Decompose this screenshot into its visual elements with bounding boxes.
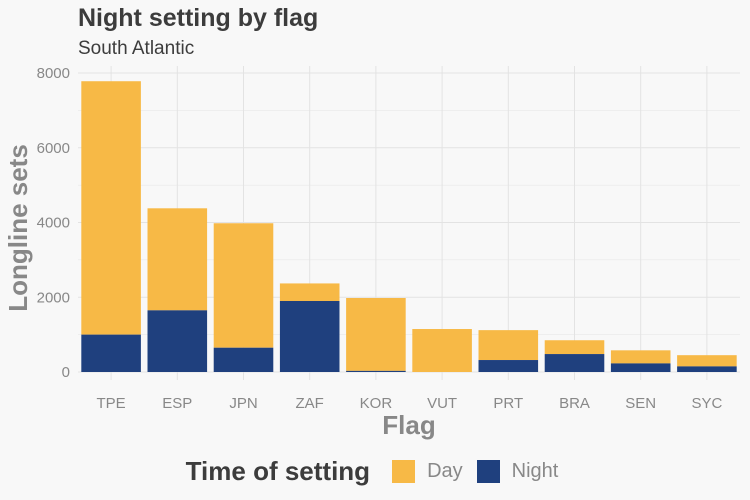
x-tick-label: ZAF [296, 395, 324, 412]
bar-day-esp [147, 208, 208, 311]
bar-night-bra [544, 354, 605, 372]
bar-night-esp [147, 310, 208, 372]
y-tick-label: 8000 [37, 65, 70, 82]
bar-night-syc [677, 366, 737, 372]
y-tick-label: 0 [62, 364, 70, 381]
legend-swatch-day [392, 460, 416, 483]
legend-item-night: Night [476, 460, 559, 483]
x-tick-label: SYC [691, 395, 722, 412]
y-tick-label: 2000 [37, 289, 70, 306]
x-tick-label: TPE [97, 395, 126, 412]
legend: Time of setting Day Night [0, 456, 750, 487]
y-tick-label: 4000 [37, 215, 70, 232]
bar-day-prt [478, 330, 539, 361]
bar-day-vut [412, 329, 472, 372]
chart-title: Night setting by flag [78, 4, 319, 32]
x-tick-label: JPN [229, 395, 257, 412]
x-tick-label: SEN [625, 395, 656, 412]
bar-night-prt [478, 360, 539, 372]
legend-title: Time of setting [185, 456, 371, 486]
legend-swatch-night [476, 460, 500, 483]
legend-label-day: Day [427, 460, 463, 482]
bar-night-tpe [81, 334, 141, 372]
bar-day-kor [346, 297, 406, 371]
bar-day-jpn [213, 223, 274, 348]
x-axis-title: Flag [382, 410, 435, 440]
x-tick-label: BRA [559, 395, 590, 412]
y-axis-title: Longline sets [3, 144, 33, 312]
legend-label-night: Night [511, 460, 559, 482]
tick-labels: 0 2000 4000 6000 8000 TPE ESP JPN ZAF KOR VUT PRT BR… [37, 65, 723, 412]
x-tick-label: KOR [360, 395, 393, 412]
bar-night-kor [346, 370, 406, 372]
x-tick-label: VUT [427, 395, 457, 412]
bar-night-jpn [213, 347, 274, 372]
y-tick-label: 6000 [37, 140, 70, 157]
bar-night-sen [610, 363, 671, 372]
bar-day-bra [544, 340, 605, 355]
bar-day-syc [677, 355, 737, 367]
bar-day-tpe [81, 81, 141, 335]
chart-subtitle: South Atlantic [78, 38, 195, 59]
bars [81, 81, 737, 372]
x-tick-label: PRT [493, 395, 523, 412]
bar-chart: 0 2000 4000 6000 8000 TPE ESP JPN ZAF KOR VUT PRT BR… [3, 65, 740, 440]
bar-day-zaf [279, 283, 340, 301]
legend-item-day: Day [392, 460, 463, 483]
x-tick-label: ESP [162, 395, 192, 412]
bar-day-sen [610, 350, 671, 364]
bar-night-zaf [279, 300, 340, 372]
